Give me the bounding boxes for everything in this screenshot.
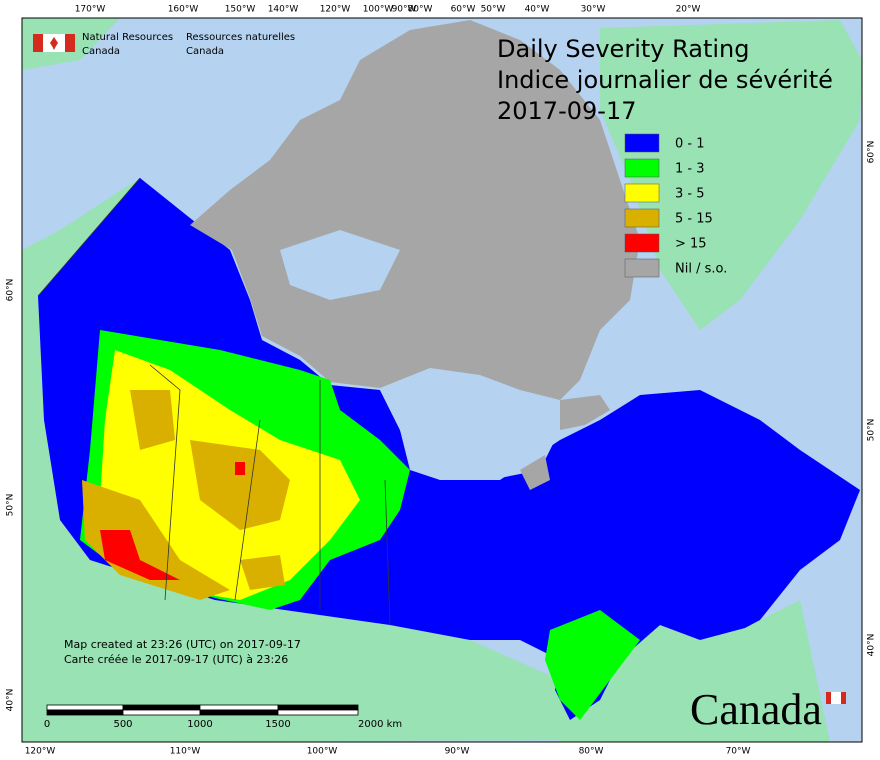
map-frame [21, 17, 863, 743]
scale-label: 1000 [187, 719, 212, 730]
legend-label: 1 - 3 [675, 162, 705, 177]
latitude-label: 40°N [6, 689, 16, 712]
latitude-label: 40°N [867, 634, 877, 657]
hudson-bay [380, 370, 560, 478]
graticule-labels: 170°W 160°W 150°W 140°W 120°W 100°W90°W80°W 60… [6, 5, 877, 757]
scale-segment [46, 704, 124, 711]
rating-over-15-a [100, 530, 180, 580]
greenland-land [600, 20, 862, 330]
longitude-label: 110°W [170, 747, 201, 757]
agency-en: Canada [82, 46, 120, 57]
arctic-islands [190, 20, 640, 400]
no-data-patch [520, 455, 550, 490]
scale-segment [199, 709, 279, 716]
rating-5-15-c [82, 480, 230, 600]
credits: Map created at 23:26 (UTC) on 2017-09-17… [64, 638, 301, 666]
rating-5-15-a [130, 390, 175, 450]
canada-wordmark: Canada [690, 685, 822, 734]
title-line: 2017-09-17 [497, 97, 636, 125]
wordmark-flag-bar [841, 692, 846, 704]
flag-leaf [50, 37, 58, 50]
wordmark: Canada [690, 685, 846, 734]
legend-swatch [624, 183, 660, 203]
longitude-label: 30°W [581, 5, 606, 15]
scale-segment [46, 709, 124, 716]
legend-label: 0 - 1 [675, 137, 705, 152]
title: Daily Severity Rating Indice journalier d… [497, 35, 833, 125]
rating-over-15-b [235, 462, 245, 475]
usa-land [22, 178, 600, 742]
map [21, 17, 863, 743]
agency-en: Natural Resources [82, 32, 173, 43]
legend-swatch [624, 258, 660, 278]
latitude-label: 50°N [6, 494, 16, 517]
longitude-label: 70°W [726, 747, 751, 757]
agency-fr: Canada [186, 46, 224, 57]
longitude-label: 160°W [168, 5, 199, 15]
scale-segment [199, 704, 279, 711]
longitude-label: 80°W [408, 5, 433, 15]
legend-swatch [624, 158, 660, 178]
legend: 0 - 1 1 - 3 3 - 5 5 - 15 > 15 Nil / s.o. [624, 133, 727, 278]
longitude-label: 90°W [392, 5, 417, 15]
rating-1-3-east [545, 610, 640, 720]
agency-fr: Ressources naturelles [186, 32, 295, 43]
legend-label: Nil / s.o. [675, 262, 727, 277]
longitude-label: 20°W [676, 5, 701, 15]
credit-line: Map created at 23:26 (UTC) on 2017-09-17 [64, 638, 301, 651]
rating-5-15-d [240, 555, 285, 590]
title-line: Indice journalier de sévérité [497, 66, 833, 94]
legend-label: 3 - 5 [675, 187, 705, 202]
rating-5-15-b [190, 440, 290, 530]
scale-bar: 0 500 1000 1500 2000 km [44, 704, 402, 730]
scale-segment [277, 709, 359, 716]
arctic-channel [280, 230, 400, 300]
longitude-label: 170°W [75, 5, 106, 15]
scale-segment [122, 709, 201, 716]
borders [37, 177, 391, 626]
legend-swatch [624, 208, 660, 228]
scale-segment [277, 704, 359, 711]
flag-bar [65, 34, 75, 52]
legend-swatch [624, 133, 660, 153]
wordmark-flag-bar [826, 692, 831, 704]
scale-label: 2000 km [358, 719, 402, 730]
agency-signature: Natural Resources Canada Ressources natu… [33, 32, 295, 57]
longitude-label: 80°W [579, 747, 604, 757]
scale-label: 1500 [265, 719, 290, 730]
latitude-label: 50°N [867, 419, 877, 442]
legend-swatch [624, 233, 660, 253]
latitude-label: 60°N [867, 141, 877, 164]
longitude-label: 50°W [481, 5, 506, 15]
scale-segment [122, 704, 201, 711]
credit-line: Carte créée le 2017-09-17 (UTC) à 23:26 [64, 653, 288, 666]
longitude-label: 90°W [445, 747, 470, 757]
longitude-label: 150°W [225, 5, 256, 15]
baffin-south [560, 395, 610, 430]
longitude-label: 140°W [268, 5, 299, 15]
scale-label: 0 [44, 719, 50, 730]
longitude-label: 40°W [525, 5, 550, 15]
longitude-label: 60°W [451, 5, 476, 15]
legend-label: > 15 [675, 237, 707, 252]
legend-label: 5 - 15 [675, 212, 713, 227]
longitude-label: 120°W [25, 747, 56, 757]
longitude-label: 120°W [320, 5, 351, 15]
scale-label: 500 [113, 719, 132, 730]
flag-bar [33, 34, 43, 52]
longitude-label: 100°W [363, 5, 394, 15]
title-line: Daily Severity Rating [497, 35, 749, 63]
latitude-label: 60°N [6, 279, 16, 302]
longitude-label: 100°W [307, 747, 338, 757]
